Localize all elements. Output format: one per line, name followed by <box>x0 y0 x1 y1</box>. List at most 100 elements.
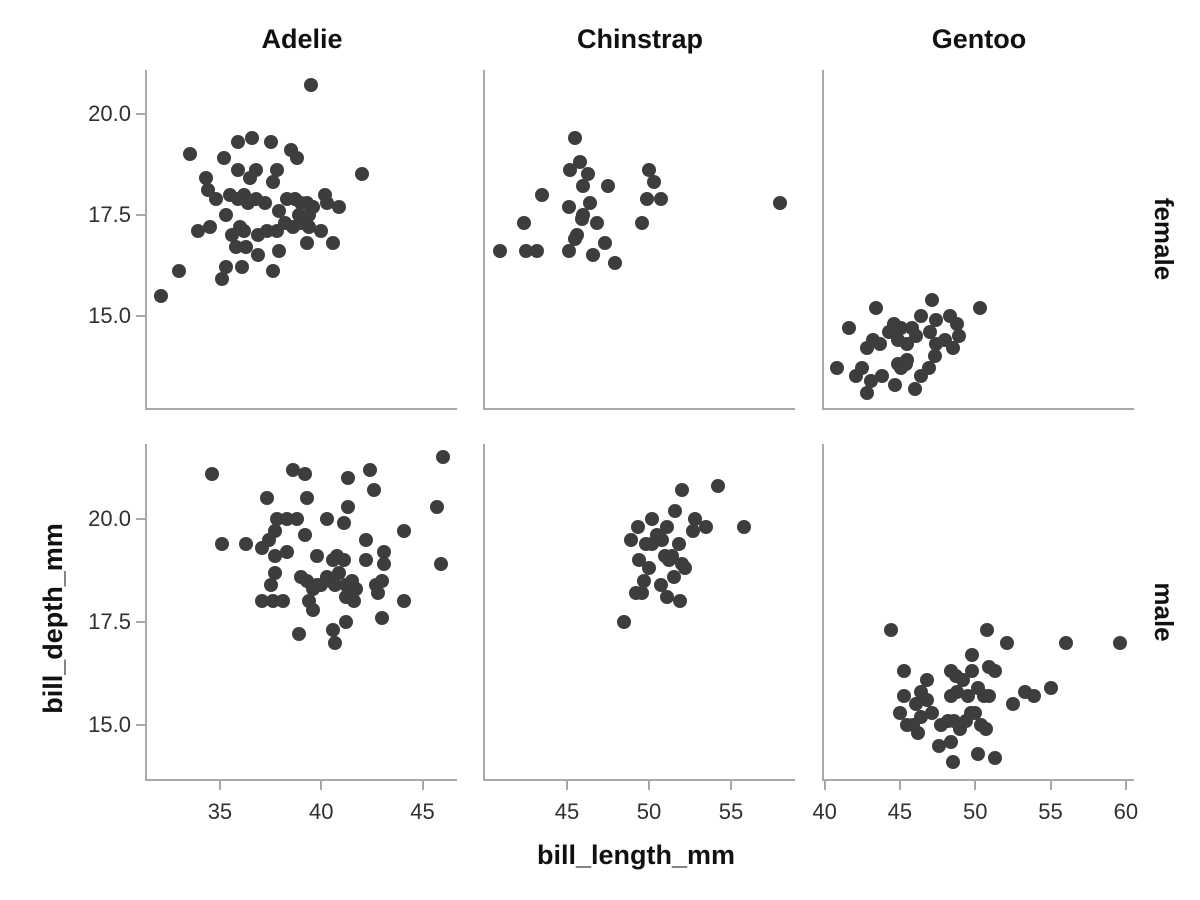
x-tick-mark <box>566 781 568 790</box>
data-point <box>429 499 444 514</box>
data-point <box>635 215 650 230</box>
data-point <box>517 215 532 230</box>
data-point <box>655 532 670 547</box>
x-tick-label: 55 <box>718 799 744 824</box>
y-tick-label: 20.0 <box>88 100 131 126</box>
data-point <box>265 264 280 279</box>
data-point <box>300 491 315 506</box>
data-point <box>492 244 507 259</box>
data-point <box>397 594 412 609</box>
data-point <box>972 300 987 315</box>
data-point <box>346 594 361 609</box>
x-tick-label: 35 <box>207 799 233 824</box>
data-point <box>314 223 329 238</box>
facet-title-chinstrap: Chinstrap <box>576 24 704 54</box>
data-point <box>859 341 874 356</box>
data-point <box>563 163 578 178</box>
data-point <box>251 248 266 263</box>
data-point <box>291 627 306 642</box>
data-point <box>999 635 1014 650</box>
data-point <box>326 236 341 251</box>
data-point <box>965 664 980 679</box>
data-point <box>968 705 983 720</box>
data-point <box>263 134 278 149</box>
data-point <box>245 130 260 145</box>
data-point <box>377 557 392 572</box>
data-point <box>873 337 888 352</box>
data-point <box>568 232 583 246</box>
data-point <box>267 549 282 564</box>
data-point <box>640 191 655 206</box>
data-point <box>910 726 925 741</box>
data-point <box>892 705 907 720</box>
data-point <box>271 203 286 218</box>
x-tick-mark <box>648 781 651 790</box>
data-point <box>710 479 725 494</box>
data-point <box>336 553 351 568</box>
x-tick-label: 45 <box>410 799 435 824</box>
data-point <box>737 520 752 535</box>
data-point <box>231 163 246 178</box>
data-point <box>257 195 272 210</box>
data-point <box>320 195 335 210</box>
data-point <box>864 373 879 388</box>
data-point <box>397 524 412 539</box>
x-tick-mark <box>974 781 977 790</box>
data-point <box>269 163 284 178</box>
data-point <box>259 491 274 506</box>
data-point <box>897 689 912 704</box>
data-point <box>923 324 938 339</box>
data-point <box>225 227 240 242</box>
y-tick-label: 17.5 <box>88 201 131 227</box>
data-point <box>907 381 922 396</box>
data-point <box>328 635 343 650</box>
data-point <box>653 191 668 206</box>
data-point <box>362 462 377 477</box>
data-point <box>699 520 714 535</box>
data-point <box>300 236 315 251</box>
panel-gentoo-male: male 40 45 50 55 60 <box>812 444 1179 824</box>
data-point <box>219 260 234 275</box>
data-point <box>336 516 351 531</box>
data-point <box>298 528 313 543</box>
y-tick-mark <box>136 314 145 317</box>
data-point <box>332 199 347 214</box>
panel-chinstrap-male: 45 50 55 <box>483 444 795 824</box>
data-point <box>433 557 448 572</box>
data-point <box>909 697 924 712</box>
row-strip-label-female: female <box>1149 197 1179 281</box>
y-tick-label: 20.0 <box>88 505 131 531</box>
data-point <box>182 147 197 162</box>
data-point <box>214 536 229 551</box>
data-point <box>326 623 341 638</box>
data-point <box>635 586 650 601</box>
data-point <box>348 582 363 597</box>
data-point <box>855 361 870 376</box>
data-point <box>897 664 912 679</box>
row-strip-label-male: male <box>1149 581 1179 642</box>
data-point <box>190 223 205 238</box>
data-point <box>314 577 329 592</box>
data-point <box>235 260 250 275</box>
data-point <box>573 155 588 170</box>
data-point <box>950 316 965 331</box>
data-point <box>204 466 219 481</box>
y-tick-mark <box>136 112 145 115</box>
data-point <box>888 377 903 392</box>
x-axis-title: bill_length_mm <box>536 840 736 870</box>
data-point <box>354 167 369 182</box>
data-point <box>671 536 686 551</box>
data-point <box>1026 689 1041 704</box>
data-point <box>310 549 325 564</box>
data-point <box>617 615 632 629</box>
data-point <box>653 577 668 592</box>
data-point <box>829 361 844 376</box>
data-point <box>275 594 290 609</box>
data-point <box>332 565 347 580</box>
data-point <box>660 520 675 535</box>
y-tick-mark <box>136 213 145 216</box>
data-point <box>597 236 612 251</box>
data-point <box>249 163 264 178</box>
data-point <box>298 466 313 481</box>
data-point <box>285 462 300 477</box>
